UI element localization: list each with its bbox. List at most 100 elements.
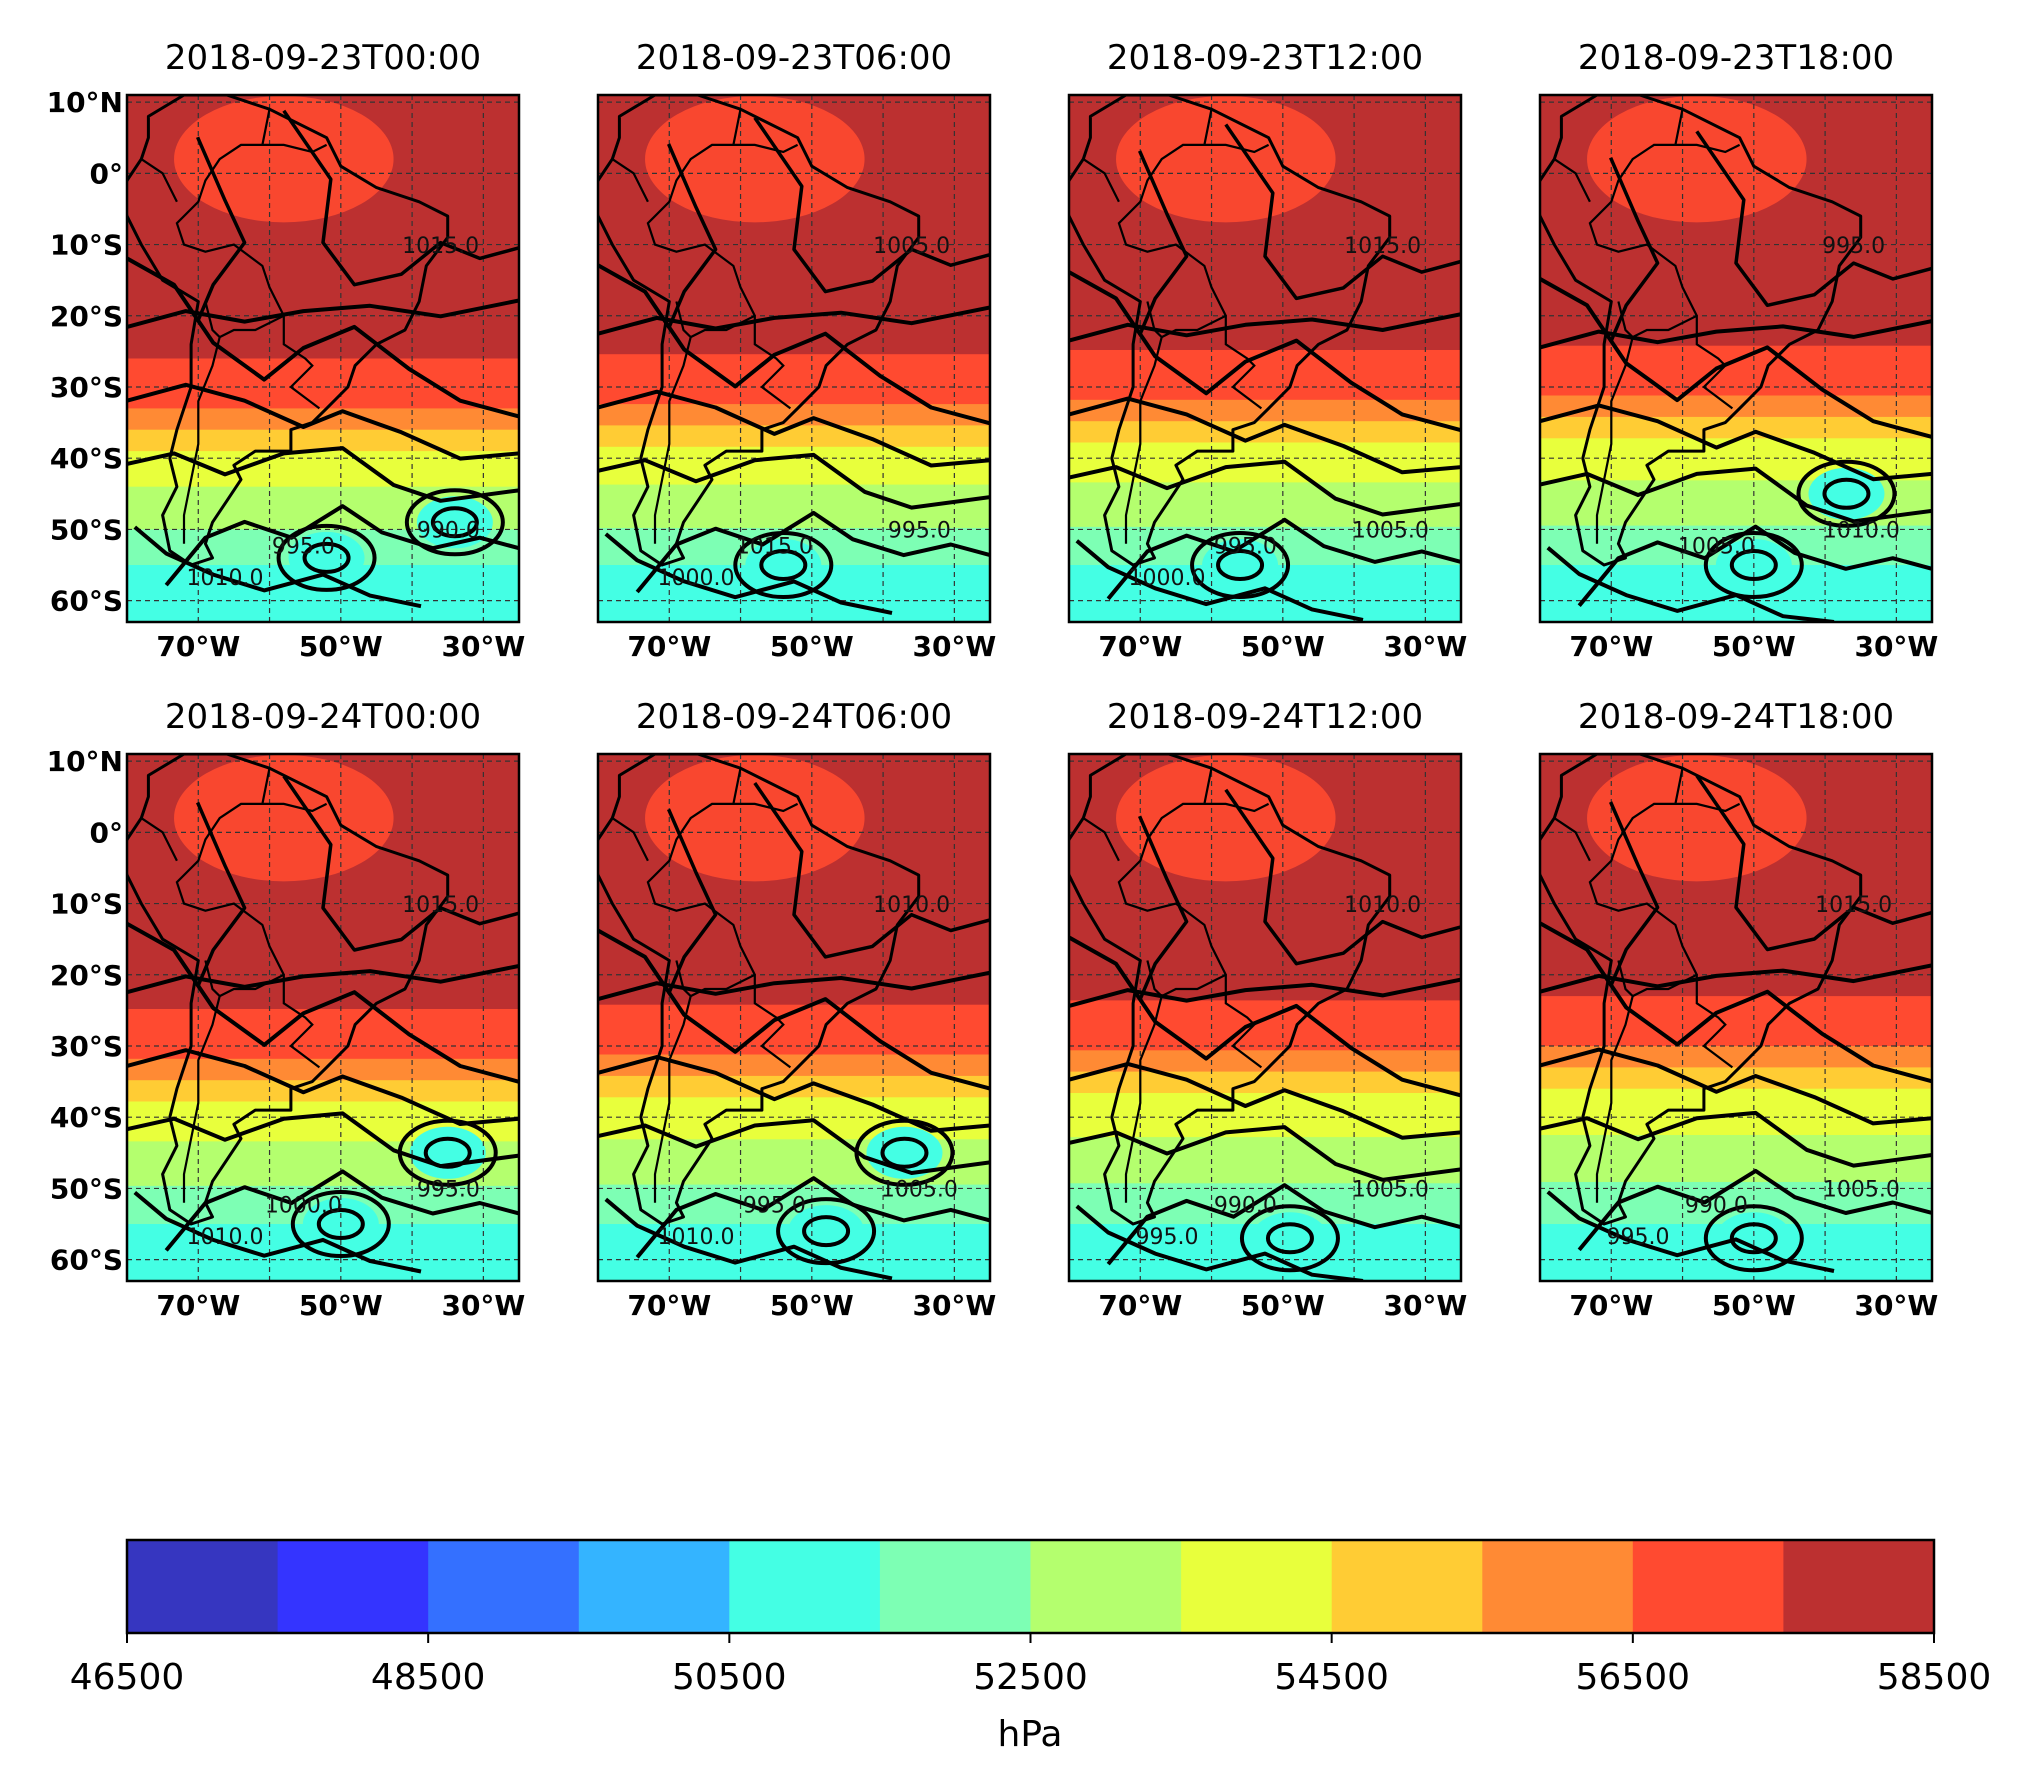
map-panel: 1005.0 1015.0 995.0 1000.0 2018-09-23T06:00 7…	[596, 38, 996, 663]
isobar-contour	[598, 1055, 990, 1133]
lon-tick-label: 70°W	[1569, 630, 1653, 663]
isobar-label: 995.0	[1607, 1225, 1670, 1250]
lat-tick-label: 10°N	[47, 86, 123, 119]
isobar-contour	[598, 928, 990, 1091]
isobar-label: 1010.0	[1823, 519, 1900, 544]
isobar-low-ring	[302, 541, 351, 574]
isobar-contour	[1540, 319, 1932, 350]
isobar-low-ring	[733, 531, 834, 600]
map-panel: 1010.0 990.0 1005.0 995.0 2018-09-24T12:00 70…	[1067, 697, 1467, 1322]
country-border	[611, 158, 649, 203]
isobar-low-ring	[404, 488, 505, 557]
lon-tick-label: 70°W	[627, 1289, 711, 1322]
isobar-contour	[1540, 466, 1932, 524]
isobar-contour	[127, 382, 519, 461]
isobar-label: 1015.0	[402, 893, 479, 918]
country-border	[1161, 973, 1227, 998]
panel-title: 2018-09-24T00:00	[165, 697, 481, 737]
country-border	[182, 960, 221, 1203]
country-border	[1204, 802, 1270, 813]
lon-tick-label: 50°W	[1241, 630, 1325, 663]
country-border	[1117, 767, 1263, 1069]
isobar-label: 1010.0	[187, 566, 264, 591]
isobar-contour	[1546, 546, 1835, 622]
isobar-contour	[127, 963, 519, 995]
isobar-contour	[1069, 977, 1461, 1008]
isobar-contour	[1069, 270, 1461, 433]
panel-frame	[596, 752, 992, 1283]
colorbar-tick-label: 54500	[1274, 1657, 1389, 1698]
isobar-contour	[635, 1176, 990, 1259]
isobar-low-ring	[290, 1190, 391, 1259]
panel-frame	[1067, 93, 1463, 624]
country-border	[140, 158, 178, 203]
isobar-contour	[598, 970, 990, 1002]
isobar-low-ring	[1703, 1204, 1804, 1273]
isobar-contour	[598, 1118, 990, 1175]
country-border	[733, 143, 799, 154]
isobar-label: 990.0	[417, 519, 480, 544]
isobar-contour	[164, 504, 519, 587]
panel-title: 2018-09-23T12:00	[1107, 38, 1423, 78]
isobar-contour	[1224, 788, 1461, 966]
lon-tick-label: 70°W	[1098, 1289, 1182, 1322]
lon-tick-label: 70°W	[1098, 630, 1182, 663]
country-border	[1675, 802, 1741, 813]
map-panel: 995.0 1005.0 1010.0 2018-09-23T18:00 70°W 50°…	[1538, 38, 1938, 663]
isobar-label: 995.0	[417, 1178, 480, 1203]
map-panel: 1015.0 995.0 1005.0 1000.0 2018-09-23T12:00 7…	[1067, 38, 1467, 663]
colorbar-segment	[1783, 1540, 1935, 1633]
map-panel: 1015.0 995.0 990.0 1010.0 2018-09-23T00:00 10…	[47, 38, 526, 663]
isobar-label: 1015.0	[402, 234, 479, 259]
geopotential-patch	[174, 754, 394, 882]
isobar-contour	[753, 116, 990, 294]
isobar-label: 995.0	[1214, 535, 1277, 560]
isobar-label: 1010.0	[658, 1225, 735, 1250]
isobar-contour	[127, 256, 519, 419]
isobar-label: 1015.0	[1815, 893, 1892, 918]
country-border	[733, 802, 799, 813]
isobar-contour	[1540, 921, 1932, 1084]
colorbar-segment	[1030, 1540, 1182, 1633]
lat-tick-label: 50°S	[50, 1172, 123, 1205]
country-border	[1124, 960, 1163, 1203]
low-core	[409, 1126, 486, 1179]
country-border	[175, 108, 321, 410]
lat-tick-label: 0°	[90, 157, 123, 190]
lon-tick-label: 70°W	[1569, 1289, 1653, 1322]
isobar-label: 995.0	[1136, 1225, 1199, 1250]
isobar-label: 1000.0	[265, 1194, 342, 1219]
lon-tick-label: 30°W	[441, 630, 525, 663]
country-border	[140, 817, 178, 862]
isobar-low-ring	[1239, 1204, 1340, 1273]
low-core	[416, 496, 493, 549]
map-panel: 1010.0 995.0 1005.0 1010.0 2018-09-24T06:00 7…	[596, 697, 996, 1322]
isobar-low-ring	[776, 1197, 877, 1266]
isobar-contour	[195, 136, 247, 323]
country-border	[1553, 158, 1591, 203]
country-border	[1675, 143, 1741, 154]
lon-tick-label: 70°W	[156, 1289, 240, 1322]
isobar-contour	[133, 1190, 422, 1274]
isobar-contour	[195, 801, 247, 988]
country-border	[1588, 108, 1734, 410]
isobar-label: 1005.0	[1352, 1178, 1429, 1203]
lat-tick-label: 60°S	[50, 585, 123, 618]
low-core	[788, 1205, 865, 1258]
colorbar-segment	[578, 1540, 730, 1633]
isobar-contour	[598, 305, 990, 336]
country-border	[611, 817, 649, 862]
colorbar-segment	[879, 1540, 1031, 1633]
low-core	[1251, 1212, 1328, 1265]
isobar-low-ring	[1796, 459, 1897, 528]
isobar-contour	[1540, 963, 1932, 994]
gridlines	[127, 95, 519, 622]
lat-tick-label: 0°	[90, 816, 123, 849]
geopotential-patch	[1116, 754, 1336, 882]
country-border	[262, 802, 328, 813]
lat-tick-label: 60°S	[50, 1244, 123, 1277]
colorbar: 46500 48500 50500 52500 54500 56500 58500 hPa	[70, 1538, 1991, 1755]
geopotential-patch	[1587, 95, 1807, 223]
isobar-contour	[1069, 1125, 1461, 1182]
